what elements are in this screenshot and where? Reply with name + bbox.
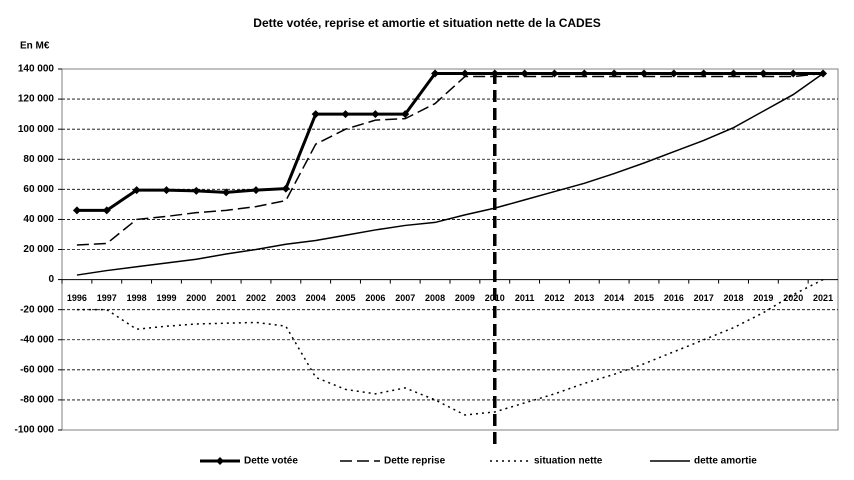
y-tick-label: 0 [48,274,54,285]
data-point [401,110,410,119]
y-tick-label: 20 000 [23,244,54,255]
data-point [490,69,499,78]
y-axis-label: En M€ [20,41,50,52]
y-tick-label: -60 000 [20,364,54,375]
data-point [162,186,171,195]
series-line [76,72,824,212]
data-point [759,69,768,78]
x-tick-label: 2006 [365,293,385,303]
data-point [192,186,201,195]
x-tick-label: 2008 [425,293,445,303]
data-point [132,186,141,195]
series-line [76,72,824,246]
x-tick-label: 2001 [216,293,236,303]
x-tick-label: 2014 [604,293,624,303]
x-tick-label: 2019 [753,293,773,303]
chart-title: Dette votée, reprise et amortie et situa… [253,16,600,30]
y-tick-label: -20 000 [20,304,54,315]
y-tick-label: -80 000 [20,395,54,406]
data-point [431,69,440,78]
y-tick-label: -100 000 [15,425,55,436]
x-tick-label: 2002 [246,293,266,303]
y-tick-label: -40 000 [20,334,54,345]
data-point [699,69,708,78]
data-point [580,69,589,78]
y-tick-label: 80 000 [23,154,54,165]
data-point [640,69,648,78]
y-tick-label: 60 000 [23,184,54,195]
data-point [102,206,111,215]
data-point [669,69,678,78]
data-point [789,69,798,78]
x-tick-label: 2017 [694,293,714,303]
x-tick-label: 2020 [783,293,803,303]
x-tick-label: 2011 [515,293,535,303]
data-point [311,110,320,119]
data-point [222,188,231,197]
data-point [460,69,469,78]
x-tick-label: 2000 [186,293,206,303]
x-tick-label: 2018 [724,293,744,303]
x-tick-label: 2009 [455,293,475,303]
y-tick-label: 140 000 [18,64,55,75]
data-point [281,184,290,193]
legend-label: dette amortie [694,456,757,467]
data-point [252,186,260,195]
data-point [72,206,81,215]
x-tick-label: 2012 [544,293,564,303]
x-tick-label: 1999 [156,293,176,303]
legend-label: situation nette [534,456,603,467]
x-tick-label: 1998 [127,293,147,303]
data-point [520,69,529,78]
data-point [341,110,350,119]
legend-label: Dette votée [244,456,298,467]
legend-label: Dette reprise [384,456,446,467]
x-tick-label: 1997 [97,293,117,303]
x-tick-label: 2005 [336,293,356,303]
x-tick-label: 2003 [276,293,296,303]
data-point [371,110,380,119]
data-point [550,69,559,78]
y-tick-label: 40 000 [23,214,54,225]
legend-marker [216,457,224,465]
x-tick-label: 1996 [67,293,87,303]
series-line [76,278,824,416]
x-tick-label: 2007 [395,293,415,303]
x-tick-label: 2004 [306,293,326,303]
data-point [610,69,619,78]
x-tick-label: 2013 [574,293,594,303]
y-tick-label: 120 000 [18,94,55,105]
series-line [76,72,824,276]
x-tick-label: 2016 [664,293,684,303]
x-tick-label: 2021 [813,293,833,303]
x-tick-label: 2015 [634,293,654,303]
data-point [729,69,738,78]
y-tick-label: 100 000 [18,124,55,135]
